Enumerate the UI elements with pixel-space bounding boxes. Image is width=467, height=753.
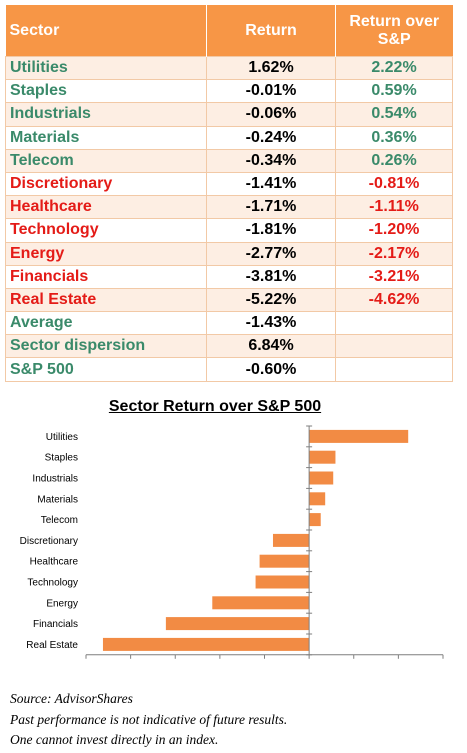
bar-financials	[165, 617, 310, 631]
bar-discretionary	[272, 533, 310, 547]
return-over-sp-cell: -1.11%	[335, 195, 453, 220]
return-over-sp-cell	[335, 334, 453, 359]
sector-returns-table: Sector Return Return over S&P Utilities 1…	[5, 5, 453, 382]
return-over-sp-cell: 0.54%	[335, 102, 453, 127]
table-body: Utilities 1.62% 2.22% Staples -0.01% 0.59% Ind…	[5, 55, 453, 382]
return-over-sp-cell: -1.20%	[335, 218, 453, 243]
table-row: S&P 500 -0.60%	[5, 357, 453, 382]
table-row: Technology -1.81% -1.20%	[5, 218, 453, 243]
return-cell: -3.81%	[206, 264, 336, 289]
return-cell: -5.22%	[206, 287, 336, 313]
table-row: Healthcare -1.71% -1.11%	[5, 195, 453, 220]
return-cell: 1.62%	[206, 55, 336, 81]
category-label: Real Estate	[26, 640, 78, 651]
return-over-sp-cell: -4.62%	[335, 287, 453, 313]
return-cell: -1.81%	[206, 218, 336, 243]
table-row: Sector dispersion 6.84%	[5, 334, 453, 359]
category-label: Utilities	[46, 432, 78, 443]
chart-title: Sector Return over S&P 500	[108, 398, 322, 415]
bar-staples	[309, 450, 336, 464]
return-cell: -1.71%	[206, 195, 336, 220]
disclaimer-index: One cannot invest directly in an index.	[10, 732, 219, 747]
return-over-sp-cell	[335, 311, 453, 336]
sector-name-cell: S&P 500	[5, 357, 207, 382]
header-sector: Sector	[5, 5, 207, 57]
return-cell: -0.06%	[206, 102, 336, 127]
return-cell: -0.34%	[206, 148, 336, 173]
source-note: Source: AdvisorShares	[10, 691, 133, 706]
bar-healthcare	[259, 554, 310, 568]
sector-name-cell: Technology	[5, 218, 207, 243]
bar-real-estate	[102, 637, 310, 651]
return-over-sp-cell: 0.26%	[335, 148, 453, 173]
table-row: Utilities 1.62% 2.22%	[5, 55, 453, 81]
return-over-sp-cell: 0.36%	[335, 125, 453, 150]
disclaimer-performance: Past performance is not indicative of fu…	[10, 711, 288, 727]
table-row: Discretionary -1.41% -0.81%	[5, 171, 453, 197]
bar-utilities	[309, 429, 409, 443]
sector-name-cell: Staples	[5, 79, 207, 104]
header-return: Return	[206, 5, 336, 57]
return-cell: -0.01%	[206, 79, 336, 104]
table-row: Industrials -0.06% 0.54%	[5, 102, 453, 127]
bar-industrials	[309, 471, 334, 485]
return-cell: 6.84%	[206, 334, 336, 359]
return-cell: -1.41%	[206, 171, 336, 197]
bar-energy	[212, 596, 310, 610]
header-return-over-sp: Return over S&P	[335, 5, 453, 57]
sector-name-cell: Utilities	[5, 55, 207, 81]
bar-technology	[255, 575, 310, 589]
category-label: Industrials	[32, 474, 78, 485]
table-header-row: Sector Return Return over S&P	[5, 5, 453, 57]
return-over-sp-cell: -2.17%	[335, 241, 453, 266]
sector-name-cell: Energy	[5, 241, 207, 266]
bar-materials	[309, 492, 326, 506]
table-row: Staples -0.01% 0.59%	[5, 79, 453, 104]
sector-name-cell: Average	[5, 311, 207, 336]
return-cell: -0.60%	[206, 357, 336, 382]
category-label: Materials	[37, 494, 78, 505]
footnotes: Source: AdvisorShares Past performance i…	[10, 689, 287, 751]
return-over-sp-cell: 2.22%	[335, 55, 453, 81]
sector-name-cell: Real Estate	[5, 287, 207, 313]
bar-telecom	[309, 513, 321, 527]
category-label: Staples	[45, 453, 78, 464]
category-label: Healthcare	[30, 557, 79, 568]
category-label: Financials	[33, 619, 78, 630]
category-label: Technology	[27, 578, 78, 589]
table-row: Real Estate -5.22% -4.62%	[5, 287, 453, 313]
sector-name-cell: Sector dispersion	[5, 334, 207, 359]
category-label: Discretionary	[20, 536, 78, 547]
return-over-sp-cell: -0.81%	[335, 171, 453, 197]
table-row: Energy -2.77% -2.17%	[5, 241, 453, 266]
sector-name-cell: Industrials	[5, 102, 207, 127]
sector-name-cell: Healthcare	[5, 195, 207, 220]
sector-name-cell: Discretionary	[5, 171, 207, 197]
category-label: Energy	[46, 598, 78, 609]
category-label: Telecom	[41, 515, 78, 526]
sector-name-cell: Telecom	[5, 148, 207, 173]
return-cell: -2.77%	[206, 241, 336, 266]
table-row: Materials -0.24% 0.36%	[5, 125, 453, 150]
table-row: Financials -3.81% -3.21%	[5, 264, 453, 289]
table-row: Telecom -0.34% 0.26%	[5, 148, 453, 173]
return-over-sp-cell: -3.21%	[335, 264, 453, 289]
table-row: Average -1.43%	[5, 311, 453, 336]
sector-name-cell: Financials	[5, 264, 207, 289]
return-over-sp-cell	[335, 357, 453, 382]
sector-return-bar-chart: Utilities Staples Industrials Materials Tele…	[20, 425, 444, 659]
return-cell: -0.24%	[206, 125, 336, 150]
sector-name-cell: Materials	[5, 125, 207, 150]
return-over-sp-cell: 0.59%	[335, 79, 453, 104]
return-cell: -1.43%	[206, 311, 336, 336]
